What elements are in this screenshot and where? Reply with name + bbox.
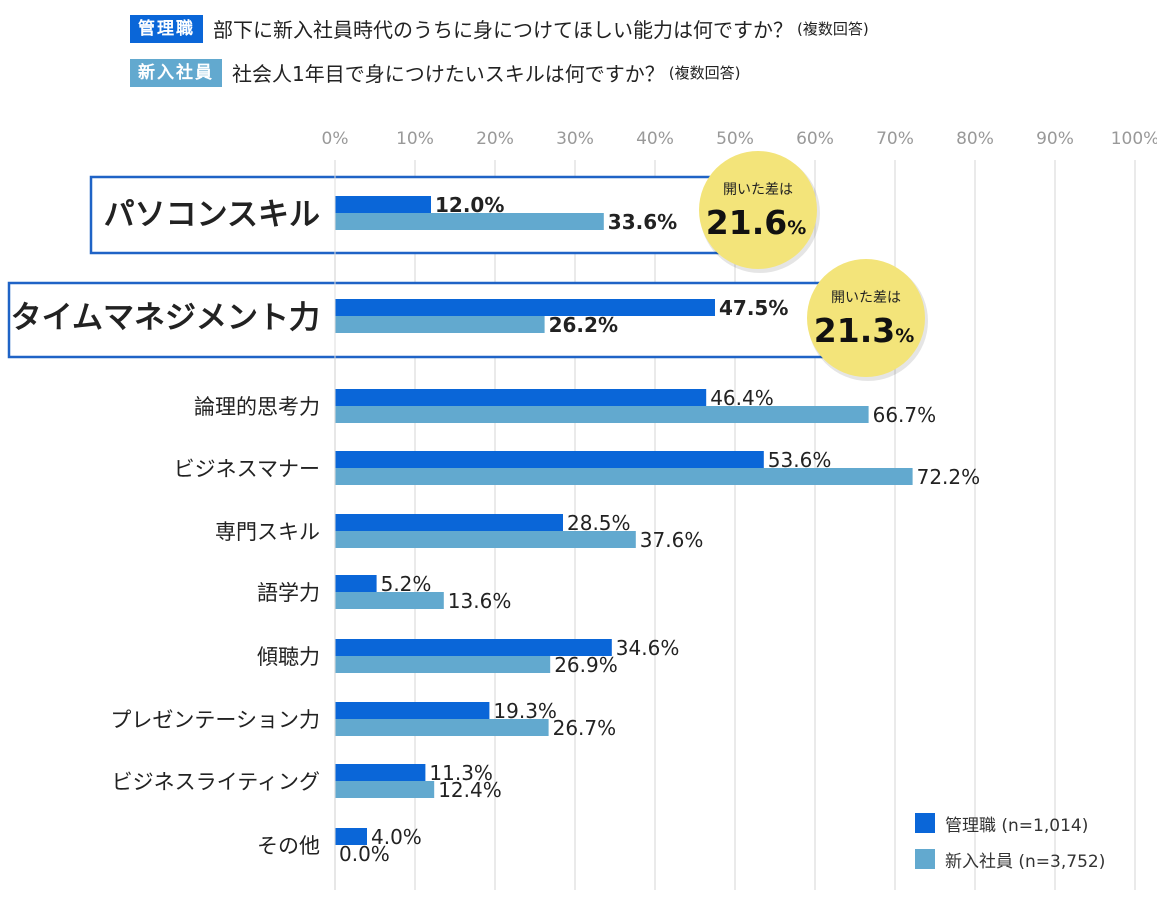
category-label-highlighted: タイムマネジメント力	[11, 300, 320, 336]
x-tick-label: 0%	[322, 129, 349, 149]
manager-question: 部下に新入社員時代のうちに身につけてほしい能力は何ですか？	[213, 18, 793, 42]
category-label: その他	[257, 834, 320, 858]
x-tick-label: 90%	[1036, 129, 1074, 149]
bar-newcomer	[335, 406, 869, 423]
bar-manager	[335, 514, 563, 531]
gap-bubble-label: 開いた差は	[831, 290, 901, 306]
legend-swatch-newcomer	[915, 849, 935, 869]
newcomer-question: 社会人1年目で身につけたいスキルは何ですか？	[232, 62, 665, 86]
bar-manager	[335, 451, 764, 468]
bar-manager	[335, 196, 431, 213]
legend-label-manager: 管理職 (n=1,014)	[945, 815, 1089, 836]
gap-bubble	[807, 259, 925, 377]
x-tick-label: 40%	[636, 129, 674, 149]
legend-swatch-manager	[915, 813, 935, 833]
x-tick-label: 30%	[556, 129, 594, 149]
bar-newcomer	[335, 781, 435, 798]
category-label: 専門スキル	[215, 520, 320, 544]
x-tick-label: 100%	[1111, 129, 1157, 149]
category-label: プレゼンテーション力	[110, 708, 320, 732]
data-label-newcomer: 26.2%	[549, 313, 618, 337]
category-label: 傾聴力	[257, 645, 320, 669]
bar-manager	[335, 639, 612, 656]
data-label-newcomer: 26.9%	[554, 653, 618, 677]
data-label-newcomer: 66.7%	[873, 403, 937, 427]
newcomer-tag: 新入社員	[130, 58, 222, 87]
bar-manager	[335, 702, 490, 719]
data-label-newcomer: 26.7%	[553, 716, 617, 740]
newcomer-question-note: (複数回答)	[668, 64, 741, 82]
gap-bubble-value: 21.3%	[814, 311, 914, 350]
bar-newcomer	[335, 719, 549, 736]
data-label-newcomer: 13.6%	[448, 589, 512, 613]
gap-bubble-label: 開いた差は	[723, 182, 793, 198]
category-label: 論理的思考力	[194, 395, 320, 419]
bar-newcomer	[335, 316, 545, 333]
category-label-highlighted: パソコンスキル	[104, 197, 320, 233]
manager-question-note: (複数回答)	[797, 20, 869, 38]
data-label-newcomer: 33.6%	[608, 210, 677, 234]
bar-manager	[335, 389, 707, 406]
legend: 管理職 (n=1,014) 新入社員 (n=3,752)	[915, 812, 1105, 884]
x-tick-label: 80%	[956, 129, 994, 149]
data-label-newcomer: 72.2%	[917, 465, 981, 489]
data-label-manager: 34.6%	[616, 636, 680, 660]
bar-manager	[335, 575, 377, 592]
bar-newcomer	[335, 213, 604, 230]
x-tick-label: 20%	[476, 129, 514, 149]
category-label: ビジネスライティング	[112, 770, 320, 794]
legend-item-newcomer: 新入社員 (n=3,752)	[915, 848, 1106, 872]
manager-question-row: 管理職 部下に新入社員時代のうちに身につけてほしい能力は何ですか？ (複数回答)	[130, 14, 869, 43]
gap-bubble-value: 21.6%	[706, 203, 806, 242]
legend-item-manager: 管理職 (n=1,014)	[915, 812, 1105, 836]
bar-newcomer	[335, 656, 551, 673]
bar-manager	[335, 764, 426, 781]
data-label-newcomer: 0.0%	[339, 842, 390, 866]
category-label: ビジネスマナー	[174, 457, 320, 481]
x-tick-label: 60%	[796, 129, 834, 149]
manager-tag: 管理職	[130, 14, 203, 43]
x-tick-label: 50%	[716, 129, 754, 149]
data-label-manager: 11.3%	[429, 761, 493, 785]
bar-newcomer	[335, 592, 444, 609]
data-label-newcomer: 37.6%	[640, 528, 704, 552]
bar-newcomer	[335, 468, 913, 485]
data-label-manager: 4.0%	[371, 825, 422, 849]
data-label-manager: 47.5%	[719, 296, 788, 320]
x-tick-label: 70%	[876, 129, 914, 149]
legend-label-newcomer: 新入社員 (n=3,752)	[945, 851, 1106, 872]
data-label-newcomer: 12.4%	[438, 778, 502, 802]
bar-manager	[335, 299, 715, 316]
category-label: 語学力	[257, 581, 320, 605]
gap-bubble	[699, 151, 817, 269]
bar-manager	[335, 828, 367, 845]
x-tick-label: 10%	[396, 129, 434, 149]
newcomer-question-row: 新入社員 社会人1年目で身につけたいスキルは何ですか？ (複数回答)	[130, 58, 740, 87]
bar-newcomer	[335, 531, 636, 548]
